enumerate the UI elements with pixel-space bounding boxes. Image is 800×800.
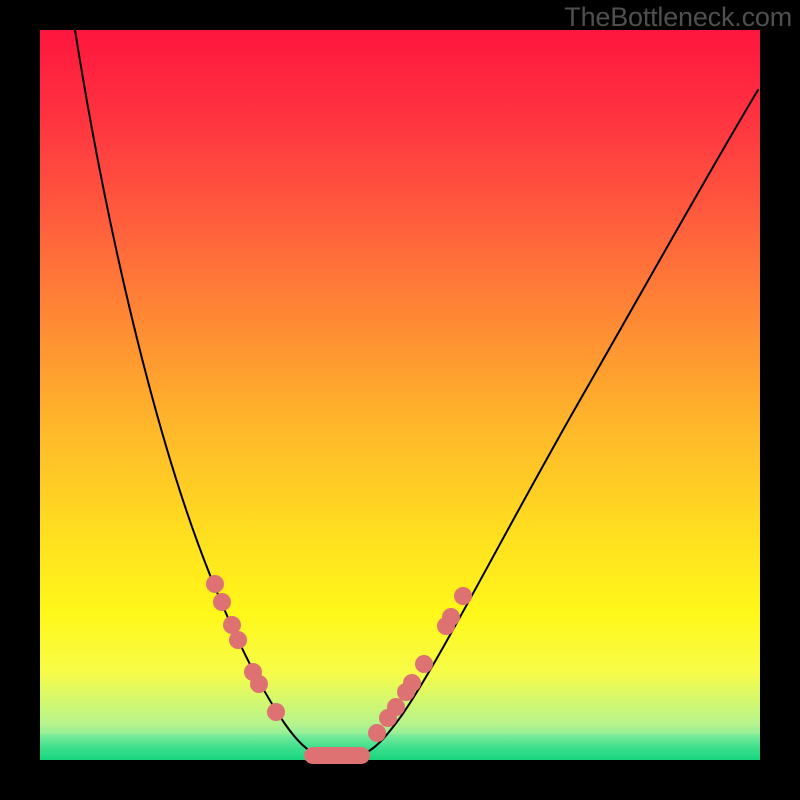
plot-gradient bbox=[40, 30, 760, 760]
watermark-text: TheBottleneck.com bbox=[564, 2, 792, 33]
marker-right-7 bbox=[442, 608, 460, 626]
marker-left-6 bbox=[267, 703, 285, 721]
bottleneck-chart bbox=[0, 0, 800, 800]
marker-left-0 bbox=[206, 575, 224, 593]
marker-right-2 bbox=[387, 698, 405, 716]
marker-left-3 bbox=[229, 631, 247, 649]
marker-left-5 bbox=[250, 675, 268, 693]
marker-right-5 bbox=[415, 655, 433, 673]
marker-bottom-bar bbox=[304, 747, 370, 764]
marker-right-8 bbox=[454, 587, 472, 605]
plot-green-band bbox=[40, 734, 760, 760]
marker-left-1 bbox=[213, 593, 231, 611]
marker-right-4 bbox=[403, 674, 421, 692]
chart-container: TheBottleneck.com bbox=[0, 0, 800, 800]
marker-right-0 bbox=[368, 724, 386, 742]
